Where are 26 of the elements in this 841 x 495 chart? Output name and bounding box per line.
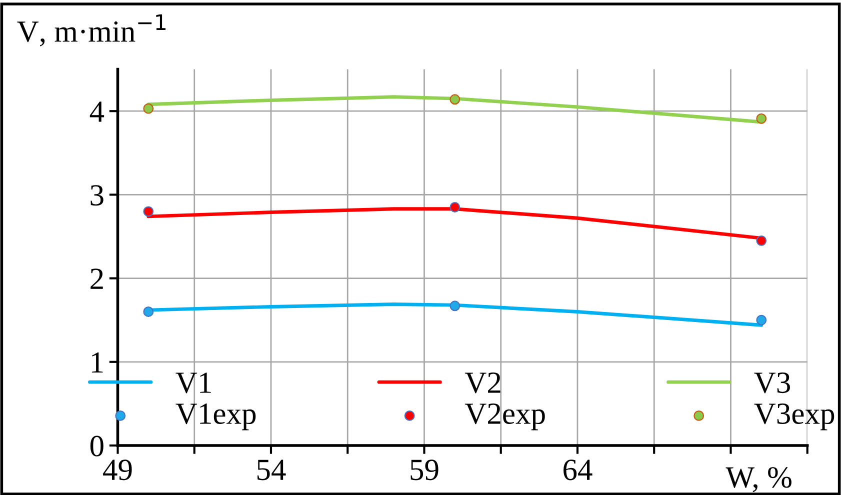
point	[143, 306, 154, 317]
legend-label: V1	[176, 372, 211, 394]
point	[756, 314, 767, 326]
y-tick-label: 3	[90, 185, 104, 206]
y-tick-label: 0	[90, 436, 104, 456]
legend-label: V3	[754, 372, 790, 394]
y-tick-label: 4	[90, 102, 104, 122]
x-axis-title: W, %	[726, 467, 792, 492]
legend-label: V1exp	[176, 404, 256, 430]
x-tick-label: 64	[564, 460, 592, 480]
point	[450, 300, 460, 312]
point	[450, 202, 460, 212]
point	[756, 113, 767, 124]
x-tick-label: 59	[410, 460, 438, 480]
x-tick-label: 54	[257, 460, 286, 480]
point	[756, 235, 767, 246]
y-tick-label: 2	[90, 268, 103, 289]
legend-label: V3exp	[754, 403, 834, 430]
y-tick-label: 1	[92, 352, 103, 372]
point	[143, 103, 154, 114]
y-axis-title: V, m·min$^{−1}$	[17, 14, 166, 46]
point	[450, 94, 460, 105]
legend-label: V2exp	[464, 403, 545, 430]
legend-label: V2	[464, 372, 500, 394]
point	[143, 206, 154, 217]
x-tick-label: 49	[103, 460, 132, 480]
